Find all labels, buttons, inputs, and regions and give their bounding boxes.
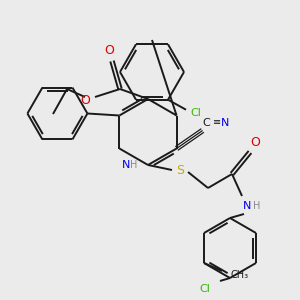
Text: O: O (250, 136, 260, 149)
Text: CH₃: CH₃ (231, 270, 249, 280)
Text: O: O (80, 94, 90, 106)
Text: H: H (130, 160, 137, 170)
Text: N: N (220, 118, 229, 128)
Text: ≡: ≡ (212, 118, 220, 128)
Text: N: N (122, 160, 130, 170)
Text: Cl: Cl (200, 284, 210, 294)
Text: O: O (104, 44, 114, 56)
Text: Cl: Cl (190, 108, 201, 118)
Text: C: C (203, 118, 211, 128)
Text: S: S (176, 164, 184, 176)
Text: H: H (253, 201, 261, 211)
Text: N: N (243, 201, 251, 211)
